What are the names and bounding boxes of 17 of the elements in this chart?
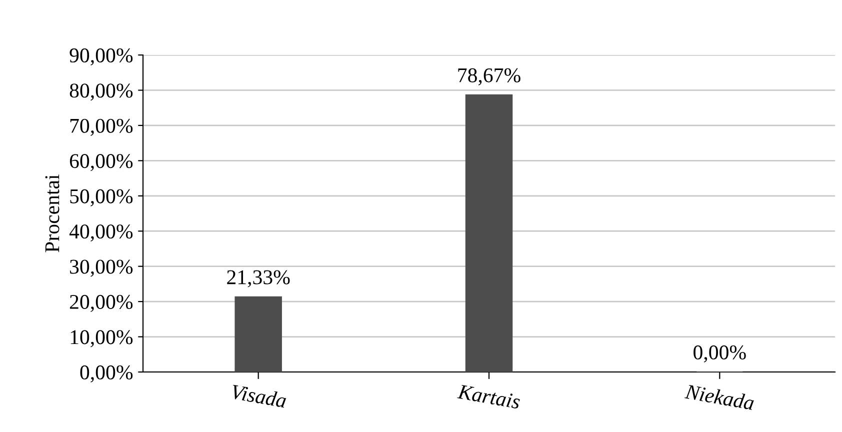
y-tick-label: 20,00% [70,294,133,312]
y-tick-label: 60,00% [70,154,133,172]
data-label: 78,67% [458,68,520,86]
x-tick-label: Kartais [457,384,521,409]
data-label: 21,33% [227,270,290,288]
y-tick-label: 40,00% [69,224,133,242]
x-tick-label: Niekada [684,384,755,410]
y-tick-label: 80,00% [70,84,133,101]
y-axis-title: Procentai [45,174,60,252]
y-tick-label: 30,00% [70,260,133,277]
x-tick-label: Visada [230,384,287,408]
y-tick-label: 90,00% [70,48,133,66]
y-tick-label: 0,00% [80,365,133,382]
y-tick-label: 50,00% [70,189,133,206]
y-tick-label: 70,00% [70,118,133,136]
y-tick-label: 10,00% [70,330,133,348]
data-label: 0,00% [694,345,746,362]
